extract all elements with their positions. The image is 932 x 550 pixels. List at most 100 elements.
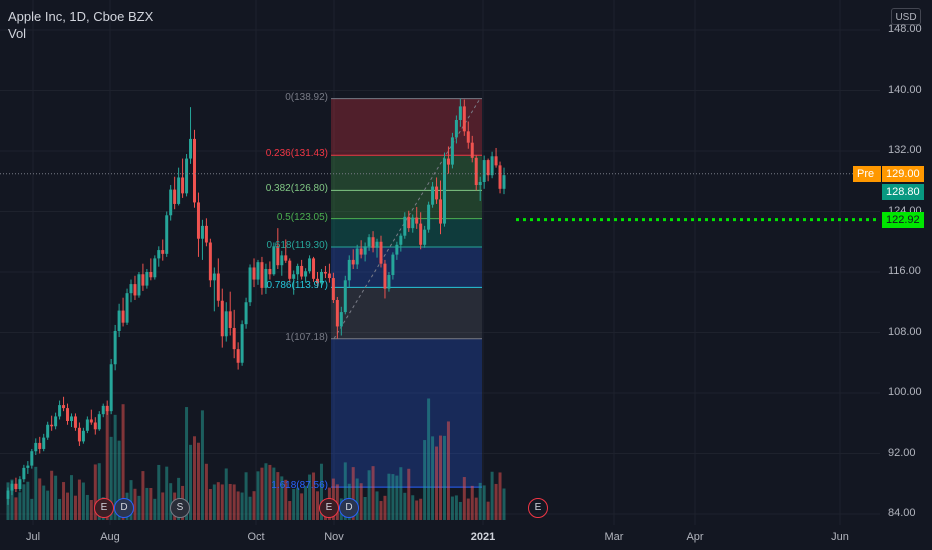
candle-body bbox=[371, 237, 375, 248]
fib-zone bbox=[331, 287, 482, 339]
volume-bar bbox=[355, 478, 359, 520]
candle-body bbox=[46, 424, 50, 438]
volume-bar bbox=[411, 495, 415, 520]
volume-bar bbox=[276, 472, 280, 520]
candle-body bbox=[34, 442, 38, 452]
volume-bar bbox=[442, 435, 446, 520]
candle-body bbox=[502, 175, 506, 189]
volume-bar bbox=[486, 501, 490, 520]
candle-body bbox=[26, 465, 30, 468]
candle-body bbox=[50, 424, 54, 427]
candle-body bbox=[490, 156, 494, 176]
volume-bar bbox=[10, 479, 14, 520]
volume-bar bbox=[62, 482, 66, 520]
candle-body bbox=[77, 427, 81, 442]
candle-body bbox=[14, 483, 18, 490]
candle-body bbox=[391, 254, 395, 276]
time-tick-label: Nov bbox=[324, 531, 344, 543]
candle-body bbox=[240, 324, 244, 363]
symbol-title[interactable]: Apple Inc, 1D, Cboe BZX bbox=[8, 9, 154, 24]
price-tick-label: 84.00 bbox=[888, 507, 916, 519]
volume-bar bbox=[316, 491, 320, 520]
volume-bar bbox=[149, 487, 153, 520]
candle-body bbox=[165, 215, 169, 254]
candle-body bbox=[196, 202, 200, 239]
price-tick-label: 148.00 bbox=[888, 23, 922, 35]
volume-bar bbox=[395, 475, 399, 520]
candle-body bbox=[109, 364, 113, 412]
candle-body bbox=[450, 137, 454, 165]
candle-body bbox=[264, 268, 268, 288]
volume-bar bbox=[284, 479, 288, 520]
candle-body bbox=[399, 235, 403, 245]
pre-market-label[interactable]: Pre bbox=[853, 165, 881, 182]
candle-body bbox=[411, 217, 415, 229]
volume-bar bbox=[105, 410, 109, 520]
candle-body bbox=[85, 419, 89, 431]
candle-body bbox=[212, 273, 216, 281]
earnings-event-jul[interactable]: E bbox=[94, 498, 114, 518]
volume-bar bbox=[248, 496, 252, 520]
volume-bar bbox=[42, 485, 46, 520]
price-tick-label: 132.00 bbox=[888, 144, 922, 156]
candle-body bbox=[54, 416, 58, 427]
volume-bar bbox=[399, 467, 403, 520]
chart-header: Apple Inc, 1D, Cboe BZX Vol bbox=[8, 8, 153, 42]
volume-bar bbox=[73, 495, 77, 520]
price-tick-label: 116.00 bbox=[888, 265, 921, 277]
earnings-event-upcoming[interactable]: E bbox=[528, 498, 548, 518]
dividend-event-aug[interactable]: D bbox=[114, 498, 134, 518]
fib-zone bbox=[331, 190, 482, 219]
candle-body bbox=[446, 158, 450, 165]
volume-bar bbox=[30, 498, 34, 520]
volume-bar bbox=[260, 467, 264, 520]
pre-market-price-tag[interactable]: 129.00 bbox=[882, 165, 924, 182]
candle-body bbox=[419, 223, 423, 245]
volume-bar bbox=[133, 488, 137, 520]
currency-button[interactable]: USD bbox=[891, 8, 921, 25]
candle-body bbox=[149, 272, 153, 278]
candle-body bbox=[121, 310, 125, 323]
fib-level-label: 1(107.18) bbox=[285, 331, 328, 343]
candle-body bbox=[185, 158, 189, 194]
volume-bar bbox=[383, 495, 387, 520]
volume-bar bbox=[482, 485, 486, 520]
volume-bar bbox=[502, 488, 506, 520]
candle-body bbox=[335, 299, 339, 327]
volume-bar bbox=[212, 484, 216, 520]
candle-body bbox=[331, 278, 335, 300]
time-tick-label: Mar bbox=[604, 531, 624, 543]
last-price-tag[interactable]: 128.80 bbox=[882, 184, 924, 201]
volume-bar bbox=[435, 446, 439, 520]
volume-bar bbox=[141, 471, 145, 520]
candle-body bbox=[288, 260, 292, 279]
split-event-aug[interactable]: S bbox=[170, 498, 190, 518]
time-tick-label: Apr bbox=[686, 531, 704, 543]
volume-bar bbox=[66, 492, 70, 520]
candle-body bbox=[181, 177, 185, 194]
volume-bar bbox=[300, 493, 304, 520]
candle-body bbox=[462, 106, 466, 132]
candle-body bbox=[256, 262, 260, 280]
volume-bar bbox=[343, 462, 347, 520]
earnings-event-oct[interactable]: E bbox=[319, 498, 339, 518]
candle-body bbox=[117, 310, 121, 331]
alert-price-tag[interactable]: 122.92 bbox=[882, 211, 924, 228]
candle-body bbox=[200, 225, 204, 239]
volume-bar bbox=[157, 464, 161, 520]
volume-indicator-label[interactable]: Vol bbox=[8, 26, 27, 41]
volume-bar bbox=[419, 498, 423, 520]
dividend-event-nov[interactable]: D bbox=[339, 498, 359, 518]
time-tick-label: Oct bbox=[247, 531, 265, 543]
volume-bar bbox=[224, 468, 228, 520]
volume-bar bbox=[216, 482, 220, 520]
volume-bar bbox=[470, 485, 474, 520]
candle-body bbox=[81, 430, 85, 442]
volume-bar bbox=[494, 483, 498, 520]
candle-body bbox=[280, 255, 284, 266]
volume-bar bbox=[296, 487, 300, 520]
candle-body bbox=[228, 311, 232, 328]
candle-body bbox=[339, 312, 343, 327]
candle-body bbox=[58, 405, 62, 417]
